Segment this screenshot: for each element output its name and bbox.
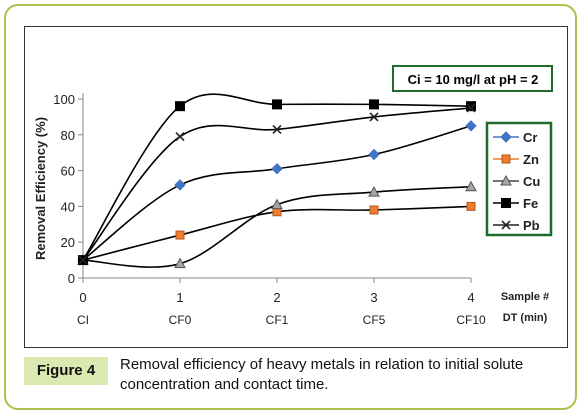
- x-tick-label: 0: [79, 290, 86, 305]
- series-pb-point: [78, 255, 88, 265]
- y-tick-label: 80: [61, 128, 75, 143]
- series-cr-point: [174, 179, 186, 191]
- series-cu-point: [465, 180, 477, 192]
- axes: 0 20 40 60 80 100 0 CI 1 CF0 2 CF1 3 CF5 4 CF10 Removal …: [33, 92, 549, 327]
- series-cu: [77, 180, 477, 269]
- series-pb-point: [272, 124, 282, 134]
- series-fe-line: [82, 93, 472, 261]
- caption-row: Figure 4 Removal efficiency of heavy met…: [24, 353, 569, 408]
- chart-area: 0 20 40 60 80 100 0 CI 1 CF0 2 CF1 3 CF5 4 CF10 Removal …: [24, 26, 568, 348]
- x-tick-label: 1: [176, 290, 183, 305]
- y-tick-label: 0: [68, 271, 75, 286]
- series-fe-point: [175, 101, 185, 112]
- figure-caption: Removal efficiency of heavy metals in re…: [120, 356, 524, 393]
- legend-marker-zn: [501, 154, 511, 164]
- y-tick-label: 20: [61, 235, 75, 250]
- series-zn-point: [175, 230, 185, 240]
- series-cr: [77, 120, 477, 266]
- x-tick-label: 4: [467, 290, 474, 305]
- series-zn-point: [369, 205, 379, 215]
- legend-marker-fe: [501, 198, 511, 208]
- x-tick-label: 3: [370, 290, 377, 305]
- x-category-label: CF10: [456, 313, 486, 327]
- series-fe-point: [466, 101, 476, 112]
- series-pb-line: [82, 107, 472, 261]
- series-fe-point: [272, 99, 282, 110]
- series-pb: [78, 103, 476, 265]
- figure-label: Figure 4: [24, 357, 108, 385]
- x-category-label: CI: [77, 313, 89, 327]
- series-zn: [78, 201, 476, 265]
- series-fe: [78, 93, 476, 266]
- legend-label-cr: Cr: [523, 130, 537, 145]
- series-pb-point: [369, 112, 379, 122]
- x-category-label: CF1: [266, 313, 289, 327]
- x-axis-label: Sample #: [501, 291, 549, 303]
- legend-label-zn: Zn: [523, 152, 539, 167]
- y-tick-label: 60: [61, 164, 75, 179]
- x-category-label: CF0: [169, 313, 192, 327]
- series-cu-point: [174, 257, 186, 269]
- series-cr-point: [271, 163, 283, 175]
- annotation-box: Ci = 10 mg/l at pH = 2: [392, 65, 553, 92]
- series-cr-point: [465, 120, 477, 132]
- concentration-annotation: Ci = 10 mg/l at pH = 2: [408, 72, 539, 87]
- x-axis-label: DT (min): [503, 312, 548, 324]
- series-pb-point: [175, 132, 185, 142]
- series-cu-point: [368, 186, 380, 197]
- legend-box: [485, 121, 553, 237]
- x-tick-label: 2: [273, 290, 280, 305]
- series-layer: [77, 93, 477, 269]
- legend: Cr Zn Cu Fe Pb: [485, 121, 553, 237]
- figure-frame: 0 20 40 60 80 100 0 CI 1 CF0 2 CF1 3 CF5 4 CF10 Removal …: [4, 4, 577, 410]
- legend-label-cu: Cu: [523, 174, 540, 189]
- line-chart: 0 20 40 60 80 100 0 CI 1 CF0 2 CF1 3 CF5 4 CF10 Removal …: [33, 65, 553, 327]
- series-cu-point: [271, 198, 283, 210]
- series-pb-point: [466, 103, 476, 113]
- x-category-label: CF5: [363, 313, 386, 327]
- legend-marker-cu: [500, 174, 512, 186]
- y-tick-label: 40: [61, 199, 75, 214]
- series-fe-point: [369, 99, 379, 110]
- y-tick-label: 100: [53, 92, 75, 107]
- series-cr-line: [82, 125, 472, 261]
- series-zn-point: [466, 201, 476, 211]
- legend-marker-pb: [501, 220, 511, 230]
- y-axis-label: Removal Efficiency (%): [33, 117, 48, 260]
- legend-label-fe: Fe: [523, 196, 538, 211]
- series-cr-point: [368, 148, 380, 161]
- legend-marker-cr: [500, 131, 512, 143]
- legend-label-pb: Pb: [523, 218, 540, 233]
